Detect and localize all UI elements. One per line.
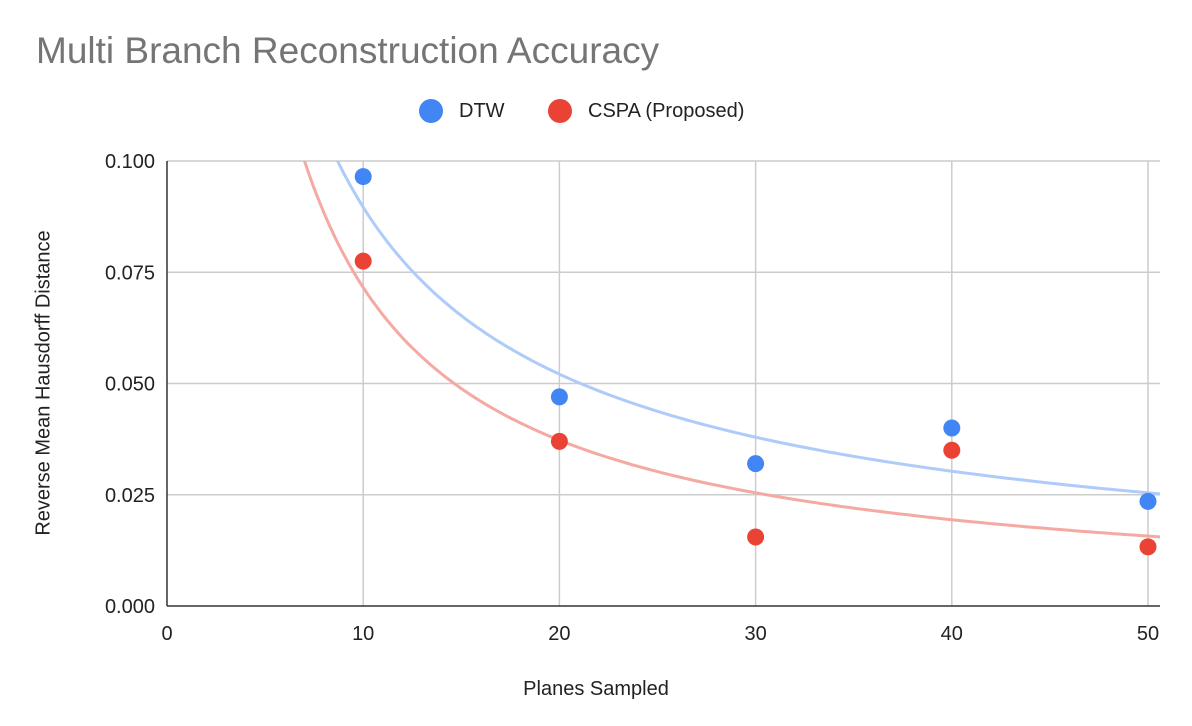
x-tick-label: 20 xyxy=(548,623,570,645)
data-point xyxy=(1139,492,1157,510)
y-tick-label: 0.100 xyxy=(105,151,155,173)
data-point xyxy=(747,528,765,546)
y-tick-label: 0.050 xyxy=(105,374,155,396)
legend-swatch-cspa xyxy=(548,99,572,123)
y-tick-label: 0.000 xyxy=(105,596,155,618)
x-tick-label: 10 xyxy=(352,623,374,645)
data-point xyxy=(550,388,568,406)
legend-label-dtw: DTW xyxy=(459,99,505,122)
data-point xyxy=(747,455,765,473)
data-point xyxy=(943,441,961,459)
data-point xyxy=(1139,538,1157,556)
trendline-1 xyxy=(302,161,1160,539)
data-point xyxy=(354,252,372,270)
trendline-0 xyxy=(335,161,1160,496)
y-tick-label: 0.025 xyxy=(105,485,155,507)
legend: DTW CSPA (Proposed) xyxy=(0,96,1192,126)
x-tick-label: 50 xyxy=(1137,623,1159,645)
y-tick-label: 0.075 xyxy=(105,262,155,284)
data-point xyxy=(354,168,372,186)
legend-item-cspa: CSPA (Proposed) xyxy=(548,96,744,126)
x-tick-label: 40 xyxy=(941,623,963,645)
chart-title: Multi Branch Reconstruction Accuracy xyxy=(36,30,660,71)
data-point xyxy=(550,432,568,450)
legend-label-cspa: CSPA (Proposed) xyxy=(588,99,745,122)
data-point xyxy=(943,419,961,437)
legend-item-dtw: DTW xyxy=(419,96,505,126)
legend-swatch-dtw xyxy=(419,99,443,123)
x-tick-label: 30 xyxy=(744,623,766,645)
x-axis-label: Planes Sampled xyxy=(523,678,669,700)
x-tick-label: 0 xyxy=(161,623,172,645)
